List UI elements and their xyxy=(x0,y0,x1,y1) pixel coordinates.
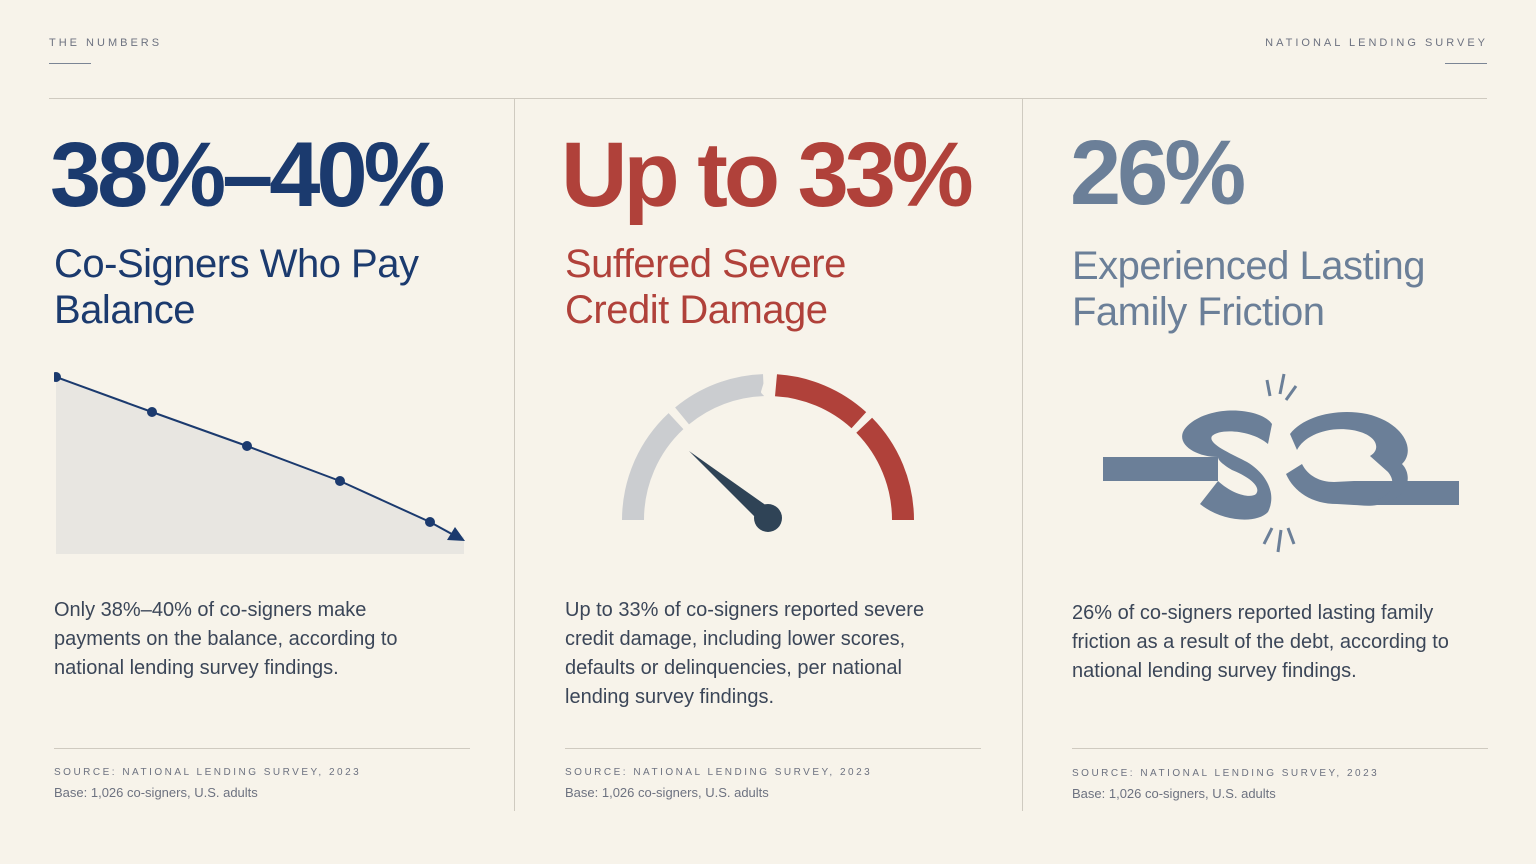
stat-card-family-friction: 26% Experienced Lasting Family Friction … xyxy=(1070,99,1492,811)
stat-label: Experienced Lasting Family Friction xyxy=(1072,243,1492,335)
stat-label-line: Family Friction xyxy=(1072,290,1325,334)
source-note: SOURCE: NATIONAL LENDING SURVEY, 2023 xyxy=(565,767,873,778)
column-divider-1 xyxy=(514,99,515,811)
stat-value: 26% xyxy=(1070,122,1246,224)
base-note: Base: 1,026 co-signers, U.S. adults xyxy=(1072,786,1276,801)
source-note: SOURCE: NATIONAL LENDING SURVEY, 2023 xyxy=(54,767,362,778)
stat-label-line: Credit Damage xyxy=(565,288,828,332)
base-note: Base: 1,026 co-signers, U.S. adults xyxy=(54,785,258,800)
kicker-underline-right xyxy=(1445,63,1487,64)
stat-label-line: Balance xyxy=(54,288,196,332)
footer-divider xyxy=(1072,748,1488,749)
footer-divider xyxy=(54,748,470,749)
broken-chain-link-icon xyxy=(1072,364,1492,569)
stat-label-line: Co-Signers Who Pay xyxy=(54,242,419,286)
top-divider xyxy=(49,98,1487,99)
stat-label-line: Experienced Lasting xyxy=(1072,244,1425,288)
stat-card-co-signers-pay: 38%–40% Co-Signers Who Pay Balance Only … xyxy=(50,99,494,811)
stat-label: Suffered Severe Credit Damage xyxy=(565,241,985,333)
stat-description: 26% of co-signers reported lasting famil… xyxy=(1072,602,1449,682)
stat-label: Co-Signers Who Pay Balance xyxy=(54,241,474,333)
stat-card-credit-damage: Up to 33% Suffered Severe Credit Damage … xyxy=(561,99,985,811)
stat-value: 38%–40% xyxy=(50,124,445,226)
footer-divider xyxy=(565,748,981,749)
header-kicker-right: NATIONAL LENDING SURVEY xyxy=(1265,37,1488,49)
base-note: Base: 1,026 co-signers, U.S. adults xyxy=(565,785,769,800)
kicker-underline-left xyxy=(49,63,91,64)
source-note: SOURCE: NATIONAL LENDING SURVEY, 2023 xyxy=(1072,768,1380,779)
cracked-gauge-icon xyxy=(565,364,985,569)
stat-description: Only 38%–40% of co-signers make payments… xyxy=(54,599,398,679)
stat-value: Up to 33% xyxy=(561,124,974,226)
header-kicker-left: THE NUMBERS xyxy=(49,37,163,49)
stat-label-line: Suffered Severe xyxy=(565,242,846,286)
column-divider-2 xyxy=(1022,99,1023,811)
stat-description: Up to 33% of co-signers reported severe … xyxy=(565,599,925,708)
declining-line-chart-icon xyxy=(51,364,474,569)
